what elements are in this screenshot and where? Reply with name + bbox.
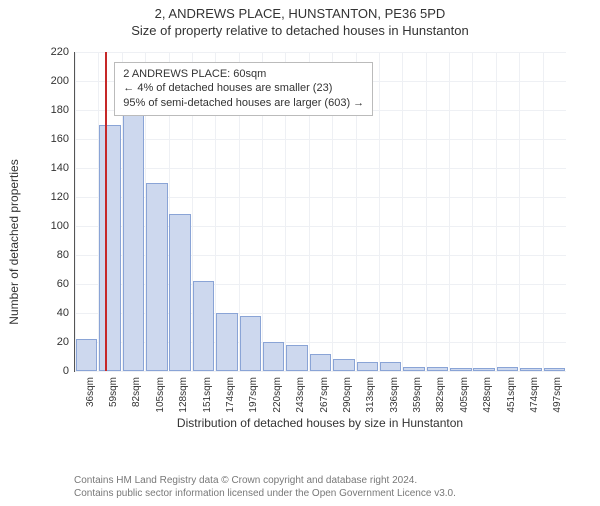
x-tick: 174sqm [225,377,236,413]
y-tick: 220 [51,46,75,58]
annotation-box: 2 ANDREWS PLACE: 60sqm ← 4% of detached … [114,62,373,117]
x-tick: 267sqm [319,377,330,413]
annotation-line2: ← 4% of detached houses are smaller (23) [123,81,364,96]
gridline-v [402,52,403,371]
page-subtitle: Size of property relative to detached ho… [0,23,600,38]
bar [497,367,519,371]
x-tick: 313sqm [365,377,376,413]
bar [473,368,495,371]
x-tick: 428sqm [482,377,493,413]
y-tick: 100 [51,220,75,232]
bar [544,368,566,371]
gridline-v [75,52,76,371]
bar [357,362,379,371]
gridline-h [75,371,566,372]
bar [286,345,308,371]
x-tick: 497sqm [552,377,563,413]
gridline-h [75,168,566,169]
x-tick: 290sqm [342,377,353,413]
annotation-line1: 2 ANDREWS PLACE: 60sqm [123,67,364,82]
bar [427,367,449,371]
bar [450,368,472,371]
bar [520,368,542,371]
x-tick: 128sqm [178,377,189,413]
bar [146,183,168,372]
bar [263,342,285,371]
y-tick: 80 [57,249,75,261]
x-tick: 359sqm [412,377,423,413]
x-tick: 405sqm [459,377,470,413]
x-tick: 82sqm [131,377,142,407]
bar [99,125,121,372]
y-tick: 120 [51,191,75,203]
gridline-v [519,52,520,371]
x-tick: 243sqm [295,377,306,413]
x-axis-label: Distribution of detached houses by size … [74,416,566,430]
gridline-v [472,52,473,371]
x-tick: 220sqm [272,377,283,413]
y-tick: 200 [51,75,75,87]
y-tick: 160 [51,133,75,145]
bar [380,362,402,371]
x-tick: 382sqm [435,377,446,413]
x-tick: 151sqm [202,377,213,413]
y-axis-label: Number of detached properties [7,159,21,324]
x-tick: 451sqm [506,377,517,413]
gridline-v [449,52,450,371]
y-tick: 180 [51,104,75,116]
footer-line2: Contains public sector information licen… [74,487,590,500]
bar [240,316,262,371]
x-tick: 197sqm [248,377,259,413]
footer: Contains HM Land Registry data © Crown c… [74,474,590,502]
bar [123,113,145,371]
annotation-line3: 95% of semi-detached houses are larger (… [123,96,364,111]
gridline-v [426,52,427,371]
bar [76,339,98,371]
y-tick: 140 [51,162,75,174]
bar [193,281,215,371]
page-title: 2, ANDREWS PLACE, HUNSTANTON, PE36 5PD [0,6,600,21]
x-tick: 36sqm [85,377,96,407]
x-tick: 105sqm [155,377,166,413]
gridline-v [496,52,497,371]
x-tick: 59sqm [108,377,119,407]
bar [333,359,355,371]
bar [310,354,332,371]
y-tick: 40 [57,307,75,319]
gridline-h [75,52,566,53]
bar [216,313,238,371]
footer-line1: Contains HM Land Registry data © Crown c… [74,474,590,487]
plot-area: 02040608010012014016018020022036sqm59sqm… [74,52,566,372]
y-tick: 60 [57,278,75,290]
bar [169,214,191,371]
marker-line [105,52,107,371]
gridline-v [379,52,380,371]
gridline-v [543,52,544,371]
gridline-h [75,139,566,140]
y-tick: 0 [63,365,75,377]
x-tick: 336sqm [389,377,400,413]
y-tick: 20 [57,336,75,348]
x-tick: 474sqm [529,377,540,413]
chart-container: Number of detached properties 0204060801… [30,52,570,432]
bar [403,367,425,371]
